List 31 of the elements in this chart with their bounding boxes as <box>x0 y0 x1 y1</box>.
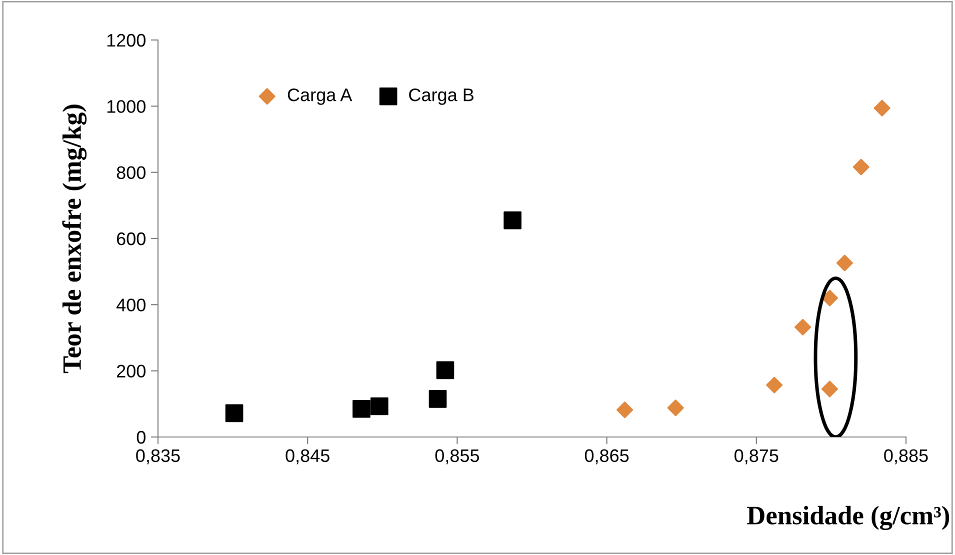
point <box>766 376 783 394</box>
point <box>352 400 370 418</box>
x-tick-label: 0,855 <box>435 449 480 464</box>
y-tick-label: 600 <box>116 232 146 246</box>
point <box>667 400 684 416</box>
legend-label: Carga B <box>409 88 474 105</box>
point <box>370 397 388 416</box>
y-tick-label: 800 <box>116 166 146 180</box>
point <box>616 402 634 418</box>
y-tick-label: 400 <box>116 298 146 312</box>
x-tick-label: 0,845 <box>286 449 330 464</box>
x-tick-label: 0,865 <box>584 449 629 464</box>
point <box>852 158 870 176</box>
point <box>225 404 244 422</box>
y-tick-label: 0 <box>136 430 146 444</box>
x-axis-title: Densidade (g/cm³) <box>747 506 950 530</box>
point <box>436 361 454 380</box>
y-tick-label: 200 <box>116 364 146 378</box>
legend-label: Carga A <box>288 88 352 105</box>
y-tick-label: 1000 <box>107 100 146 113</box>
point <box>428 390 447 408</box>
point <box>794 318 812 336</box>
point <box>821 380 838 398</box>
y-axis-title: Teor de enxofre (mg/kg) <box>62 104 87 374</box>
point <box>874 100 890 116</box>
point <box>504 211 522 230</box>
point <box>836 254 853 272</box>
y-tick-label: 1200 <box>107 34 146 47</box>
x-tick-label: 0,875 <box>734 449 778 464</box>
x-tick-label: 0,885 <box>884 449 928 464</box>
x-tick-label: 0,835 <box>136 449 180 464</box>
